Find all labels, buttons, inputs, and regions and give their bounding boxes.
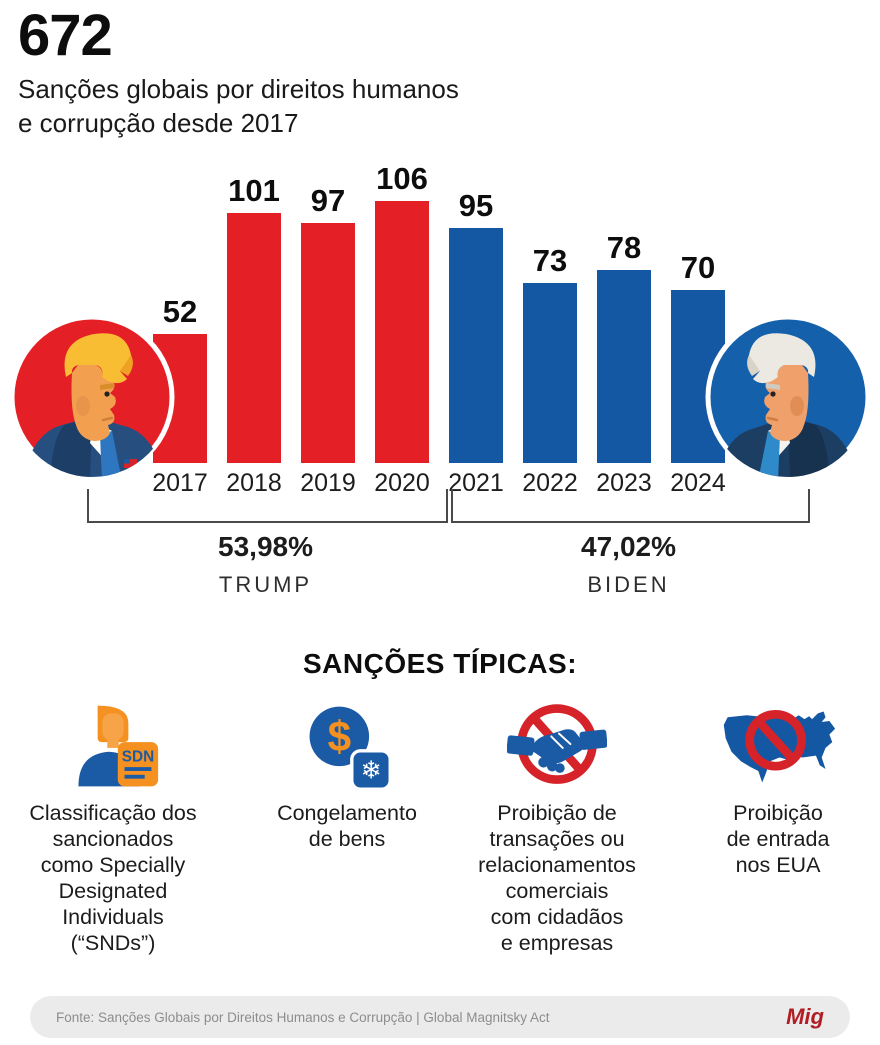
bar-year-label: 2023 <box>596 469 652 497</box>
bar-column-2022: 73 2022 <box>522 243 578 497</box>
sanction-item-entry: Proibição de entrada nos EUA <box>692 698 864 878</box>
bar-value-label: 70 <box>680 250 716 285</box>
bar-chart: 52 2017 101 2018 97 2019 106 2020 95 2021 73 2022 78… <box>152 161 726 497</box>
bar-column-2019: 97 2019 <box>300 183 356 497</box>
bar-year-label: 2024 <box>670 469 726 497</box>
bar-year-label: 2018 <box>226 469 282 497</box>
bar <box>375 201 429 463</box>
trump-share-percentage: 53,98% <box>218 531 313 562</box>
bar <box>449 228 503 463</box>
bar-year-label: 2021 <box>448 469 504 497</box>
trump-share-block: 53,98% TRUMP <box>87 531 444 598</box>
trump-share-name: TRUMP <box>218 572 313 597</box>
bar-column-2023: 78 2023 <box>596 230 652 497</box>
source-text: Fonte: Sanções Globais por Direitos Huma… <box>56 1009 550 1025</box>
bar-value-label: 106 <box>376 161 428 196</box>
sanction-item-freeze: $ ❄ Congelamento de bens <box>248 698 446 852</box>
biden-share-name: BIDEN <box>587 572 670 597</box>
bar-value-label: 97 <box>310 183 346 218</box>
bar-value-label: 73 <box>532 243 568 278</box>
sdn-badge-text: SDN <box>122 748 154 765</box>
trump-portrait <box>8 313 176 481</box>
sanction-item-sdn: SDN Classificação dos sancionados como S… <box>6 698 220 956</box>
mig-logo: Mig <box>786 1004 824 1029</box>
sanction-item-transactions: Proibição de transações ou relacionament… <box>450 698 664 956</box>
infographic-subtitle: Sanções globais por direitos humanos e c… <box>18 74 459 138</box>
bar-column-2021: 95 2021 <box>448 188 504 497</box>
sdn-card-icon: SDN <box>6 698 220 794</box>
bar-value-label: 101 <box>228 173 280 208</box>
banned-handshake-icon <box>450 698 664 794</box>
bar <box>301 223 355 463</box>
snowflake-symbol: ❄ <box>361 756 382 785</box>
sanction-caption: Proibição de transações ou relacionament… <box>478 801 636 955</box>
bar-year-label: 2017 <box>152 469 208 497</box>
biden-years-bracket <box>451 489 810 523</box>
biden-share-percentage: 47,02% <box>581 531 676 562</box>
bar <box>523 283 577 463</box>
dollar-symbol: $ <box>328 713 352 760</box>
bar <box>597 270 651 463</box>
total-sanctions-number: 672 <box>18 3 113 68</box>
biden-portrait-icon <box>705 314 871 480</box>
sanction-caption: Proibição de entrada nos EUA <box>726 801 830 877</box>
sanction-caption: Classificação dos sancionados como Speci… <box>29 801 197 955</box>
bar-value-label: 52 <box>162 294 198 329</box>
bar-year-label: 2022 <box>522 469 578 497</box>
asset-freeze-icon: $ ❄ <box>248 698 446 794</box>
bar <box>227 213 281 463</box>
bar-value-label: 78 <box>606 230 642 265</box>
bar-year-label: 2020 <box>374 469 430 497</box>
bar-column-2020: 106 2020 <box>374 161 430 497</box>
biden-share-block: 47,02% BIDEN <box>451 531 806 598</box>
trump-years-bracket <box>87 489 448 523</box>
bar-year-label: 2019 <box>300 469 356 497</box>
typical-sanctions-title: SANÇÕES TÍPICAS: <box>302 648 578 679</box>
usa-entry-ban-icon <box>692 698 864 794</box>
biden-portrait <box>704 313 872 481</box>
bar-value-label: 95 <box>458 188 494 223</box>
bar-column-2018: 101 2018 <box>226 173 282 497</box>
footer-bar: Fonte: Sanções Globais por Direitos Huma… <box>30 996 850 1038</box>
sanction-caption: Congelamento de bens <box>277 801 417 851</box>
trump-portrait-icon <box>9 314 175 480</box>
